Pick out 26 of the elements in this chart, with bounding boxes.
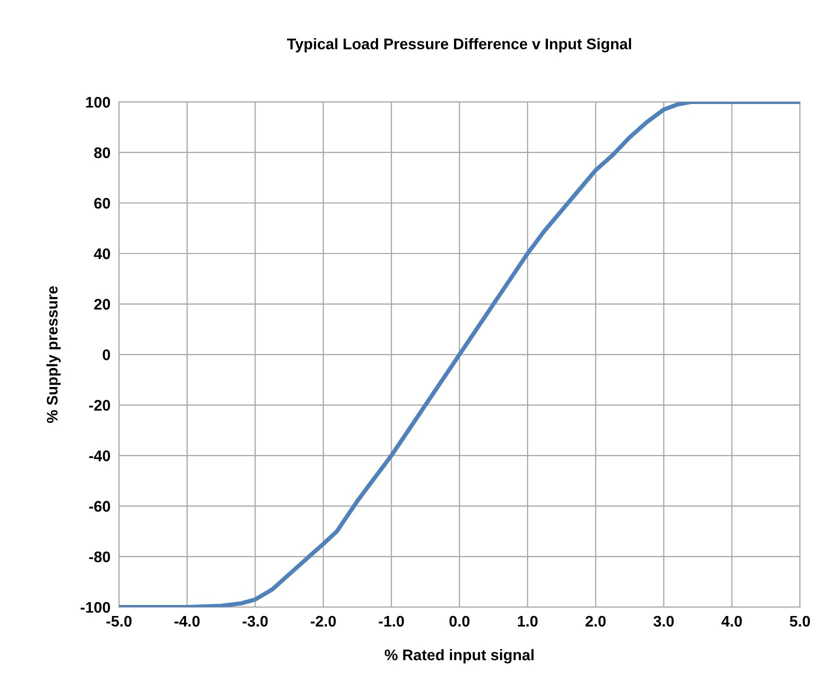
x-tick-label: -5.0: [106, 616, 132, 627]
y-tick-label: 40: [94, 248, 110, 260]
y-tick-label: -100: [80, 602, 110, 613]
x-tick-label: -3.0: [242, 616, 268, 627]
y-tick-label: 100: [86, 96, 110, 108]
x-tick-label: -1.0: [378, 616, 404, 627]
y-tick-label: -40: [89, 450, 110, 462]
y-tick-label: 20: [94, 298, 110, 310]
chart-title: Typical Load Pressure Difference v Input Signal: [287, 38, 632, 52]
x-axis-title: % Rated input signal: [384, 649, 534, 664]
x-tick-label: 4.0: [721, 616, 742, 627]
y-tick-label: 0: [102, 349, 110, 360]
y-tick-label: -60: [89, 500, 110, 512]
y-axis-title: % Supply pressure: [46, 286, 61, 423]
x-tick-label: 3.0: [654, 616, 674, 627]
x-tick-label: 1.0: [518, 616, 538, 627]
x-tick-label: -2.0: [310, 616, 336, 627]
x-tick-label: 5.0: [790, 616, 810, 627]
x-tick-label: 2.0: [586, 616, 606, 627]
line-series: [119, 102, 800, 608]
y-tick-label: 60: [94, 198, 110, 209]
y-tick-label: 80: [94, 147, 110, 158]
y-tick-label: -20: [89, 400, 110, 411]
y-tick-label: -80: [89, 551, 110, 562]
x-tick-label: -4.0: [174, 616, 200, 627]
x-tick-label: 0.0: [449, 616, 470, 627]
